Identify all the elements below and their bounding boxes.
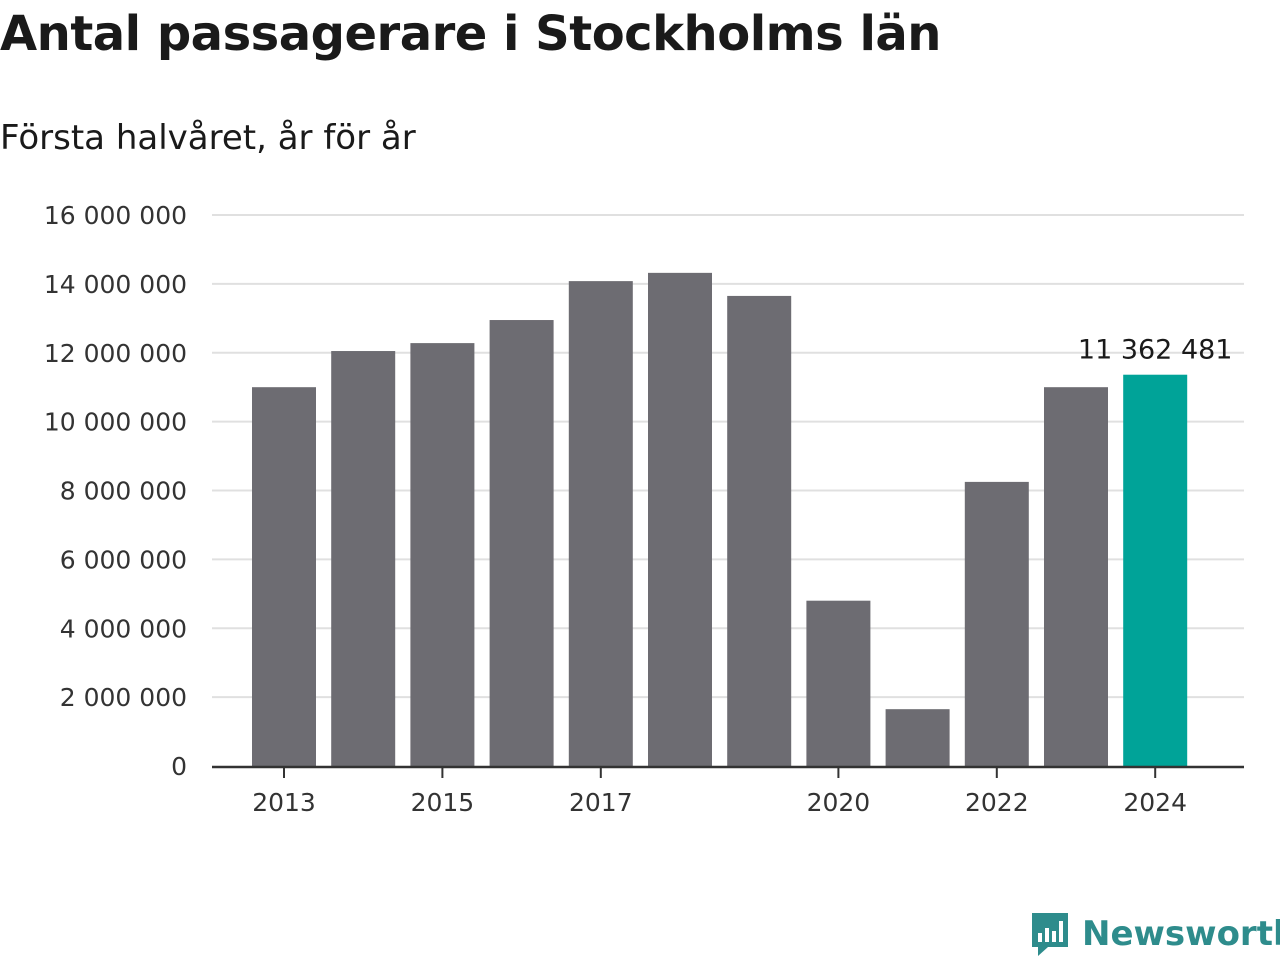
data-label: 11 362 481 <box>1078 335 1233 366</box>
bar-2020 <box>806 600 871 766</box>
y-tick-label: 0 <box>171 752 187 781</box>
bar-2024 <box>1123 374 1188 766</box>
bar-2019 <box>727 295 792 766</box>
y-axis-tick-labels: 0 2 000 000 4 000 000 6 000 000 8 000 000 10 … <box>44 201 187 781</box>
bar-chart: 0 2 000 000 4 000 000 6 000 000 8 000 000 10 … <box>44 201 1244 817</box>
x-tick-label: 2015 <box>411 788 475 817</box>
y-tick-label: 12 000 000 <box>44 339 187 368</box>
x-tick-label: 2024 <box>1123 788 1187 817</box>
bar-2013 <box>252 387 316 766</box>
chart-subtitle: Första halvåret, år för år <box>0 118 416 158</box>
bar-2015 <box>410 343 475 766</box>
x-tick-label: 2020 <box>807 788 871 817</box>
y-tick-label: 8 000 000 <box>60 477 187 506</box>
x-axis-ticks: 2013 2015 2017 2020 2022 2024 <box>252 768 1187 817</box>
y-tick-label: 16 000 000 <box>44 201 187 230</box>
chart-title: Antal passagerare i Stockholms län <box>0 6 941 62</box>
bar-2023 <box>1044 387 1108 766</box>
y-tick-label: 2 000 000 <box>60 683 187 712</box>
y-tick-label: 14 000 000 <box>44 270 187 299</box>
newsworthy-logo: Newsworthy <box>1030 908 1280 960</box>
bars <box>252 272 1188 766</box>
bar-2021 <box>885 709 950 766</box>
y-tick-label: 4 000 000 <box>60 614 187 643</box>
bar-2016 <box>489 320 554 766</box>
x-tick-label: 2017 <box>569 788 633 817</box>
bar-2017 <box>568 281 633 766</box>
bar-2022 <box>964 481 1029 766</box>
bar-2014 <box>331 351 396 766</box>
newsworthy-logo-icon <box>1032 913 1068 956</box>
newsworthy-logo-text: Newsworthy <box>1082 914 1280 954</box>
x-tick-label: 2013 <box>252 788 316 817</box>
bar-2018 <box>648 272 712 766</box>
data-labels: 11 362 481 <box>1078 335 1233 366</box>
x-tick-label: 2022 <box>965 788 1029 817</box>
y-tick-label: 6 000 000 <box>60 545 187 574</box>
y-tick-label: 10 000 000 <box>44 408 187 437</box>
